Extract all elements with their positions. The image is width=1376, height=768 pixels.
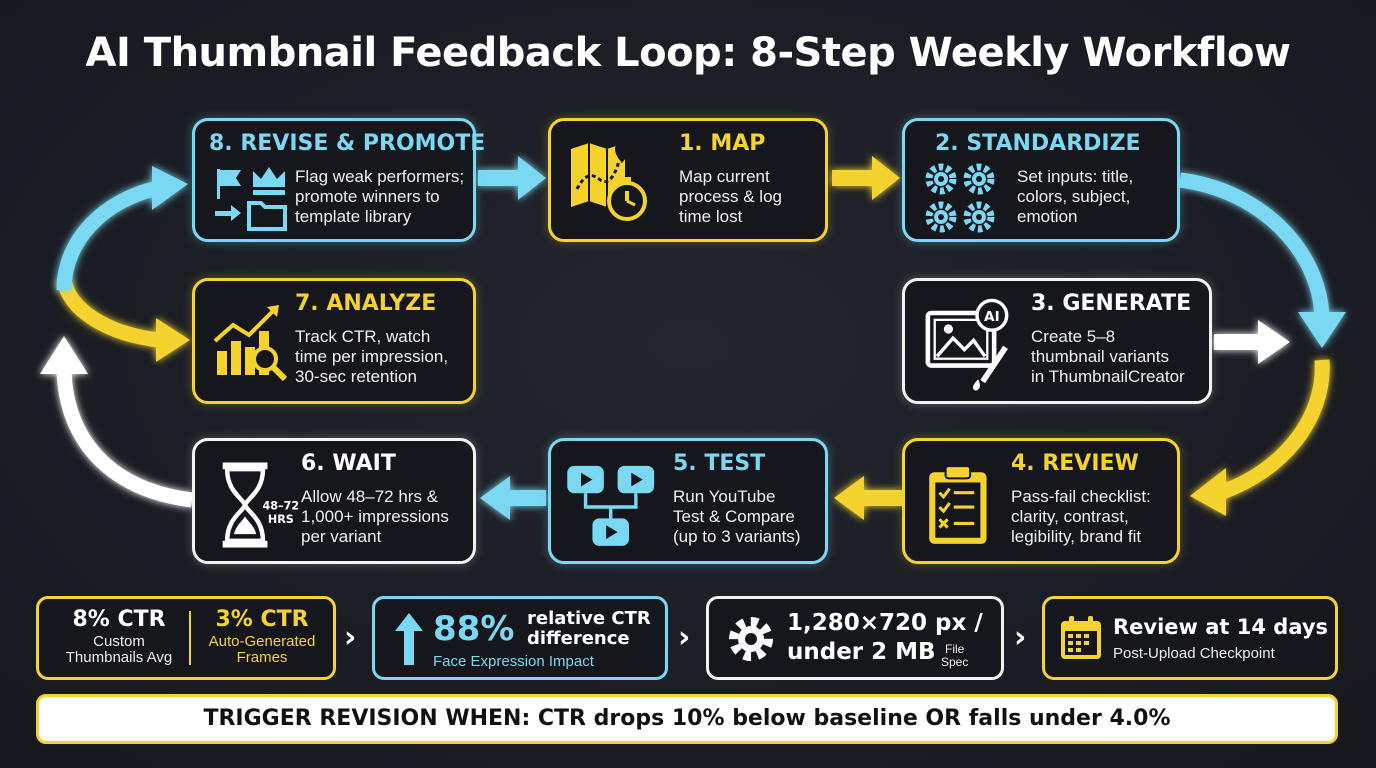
step-1-title: 1. MAP: [679, 131, 766, 156]
hourglass-icon: 48–72 HRS: [222, 462, 299, 548]
stat-face-impact: 88% relative CTR difference Face Express…: [372, 596, 668, 680]
arrow-3-to-4: [1190, 359, 1330, 516]
arrow-3-out: [1214, 320, 1290, 364]
ai-image-brush-icon: AI: [925, 298, 1009, 391]
video-variants-icon: [567, 465, 655, 546]
stat-divider: [189, 611, 191, 665]
step-2-card: 2. STANDARDIZE Set inputs: title, colors…: [902, 118, 1180, 242]
arrow-2-to-3: [1179, 172, 1346, 348]
face-impact-sub: Face Expression Impact: [433, 653, 594, 670]
stat-review-checkpoint: Review at 14 days Post-Upload Checkpoint: [1042, 596, 1338, 680]
face-impact-value: 88%: [433, 609, 515, 649]
step-8-card: 8. REVISE & PROMOTE Flag weak performers…: [192, 118, 485, 242]
file-spec-label: File Spec: [941, 642, 969, 669]
step-6-description: Allow 48–72 hrs & 1,000+ impressions per…: [301, 487, 449, 546]
gears-icon: [925, 163, 995, 233]
stat-ctr-comparison: 8% CTR Custom Thumbnails Avg 3% CTR Auto…: [36, 596, 336, 680]
step-7-card: 7. ANALYZE Track CTR, watch time per imp…: [192, 278, 476, 404]
step-2-title: 2. STANDARDIZE: [935, 131, 1141, 156]
revision-trigger-banner: TRIGGER REVISION WHEN: CTR drops 10% bel…: [36, 694, 1338, 744]
step-6-title: 6. WAIT: [301, 451, 396, 476]
chart-magnifier-icon: [213, 305, 288, 382]
arrow-5-to-6: [480, 476, 546, 520]
review-checkpoint-value: Review at 14 days: [1113, 615, 1329, 639]
step-7-title: 7. ANALYZE: [295, 291, 437, 316]
step-4-description: Pass-fail checklist: clarity, contrast, …: [1011, 487, 1151, 546]
face-impact-label: relative CTR difference: [527, 608, 651, 649]
step-5-card: 5. TEST Run YouTube Test & Compare (up t…: [548, 438, 828, 564]
step-4-card: 4. REVIEW Pass-fail checklist: clarity, …: [902, 438, 1180, 564]
step-1-description: Map current process & log time lost: [679, 167, 782, 226]
hourglass-label-1: 48–72: [262, 499, 299, 512]
step-5-title: 5. TEST: [673, 451, 766, 476]
page-title: AI Thumbnail Feedback Loop: 8-Step Weekl…: [85, 30, 1291, 76]
review-checkpoint-sub: Post-Upload Checkpoint: [1113, 645, 1275, 662]
arrow-1-to-2: [832, 156, 900, 200]
stat-file-spec: 1,280×720 px / under 2 MB File Spec: [706, 596, 1004, 680]
separator-chevron-3: ›: [1014, 620, 1027, 655]
arrow-up-icon: [395, 613, 423, 665]
step-7-description: Track CTR, watch time per impression, 30…: [295, 327, 449, 386]
separator-chevron-1: ›: [344, 620, 357, 655]
step-3-title: 3. GENERATE: [1031, 291, 1192, 316]
map-stopwatch-icon: [571, 142, 647, 221]
stat-ctr-custom: 8% CTR Custom Thumbnails Avg: [65, 607, 173, 666]
step-4-title: 4. REVIEW: [1011, 451, 1139, 476]
step-1-card: 1. MAP Map current process & log time lo…: [548, 118, 828, 242]
ai-badge-label: AI: [984, 309, 1000, 325]
flag-crown-folder-icon: [215, 167, 287, 231]
clipboard-checklist-icon: [929, 465, 987, 544]
step-6-card: 48–72 HRS 6. WAIT Allow 48–72 hrs & 1,00…: [192, 438, 476, 564]
stat-ctr-auto: 3% CTR Auto-Generated Frames: [208, 607, 316, 666]
calendar-icon: [1061, 616, 1101, 659]
step-5-description: Run YouTube Test & Compare (up to 3 vari…: [673, 487, 801, 546]
gear-icon: [729, 617, 773, 661]
arrow-6-to-7: [40, 336, 193, 508]
arrow-to-7: [56, 278, 190, 362]
step-8-title: 8. REVISE & PROMOTE: [209, 131, 486, 156]
hourglass-label-2: HRS: [268, 513, 294, 526]
step-2-description: Set inputs: title, colors, subject, emot…: [1017, 167, 1134, 226]
arrow-4-to-5: [834, 476, 902, 520]
arrow-7-to-8: [56, 166, 188, 291]
step-3-description: Create 5–8 thumbnail variants in Thumbna…: [1031, 327, 1185, 386]
separator-chevron-2: ›: [678, 620, 691, 655]
step-8-description: Flag weak performers; promote winners to…: [295, 167, 465, 226]
arrow-8-to-1: [478, 156, 546, 200]
step-3-card: AI 3. GENERATE Create 5–8 thumbnail vari…: [902, 278, 1212, 404]
file-spec-value: 1,280×720 px / under 2 MB: [787, 610, 983, 665]
